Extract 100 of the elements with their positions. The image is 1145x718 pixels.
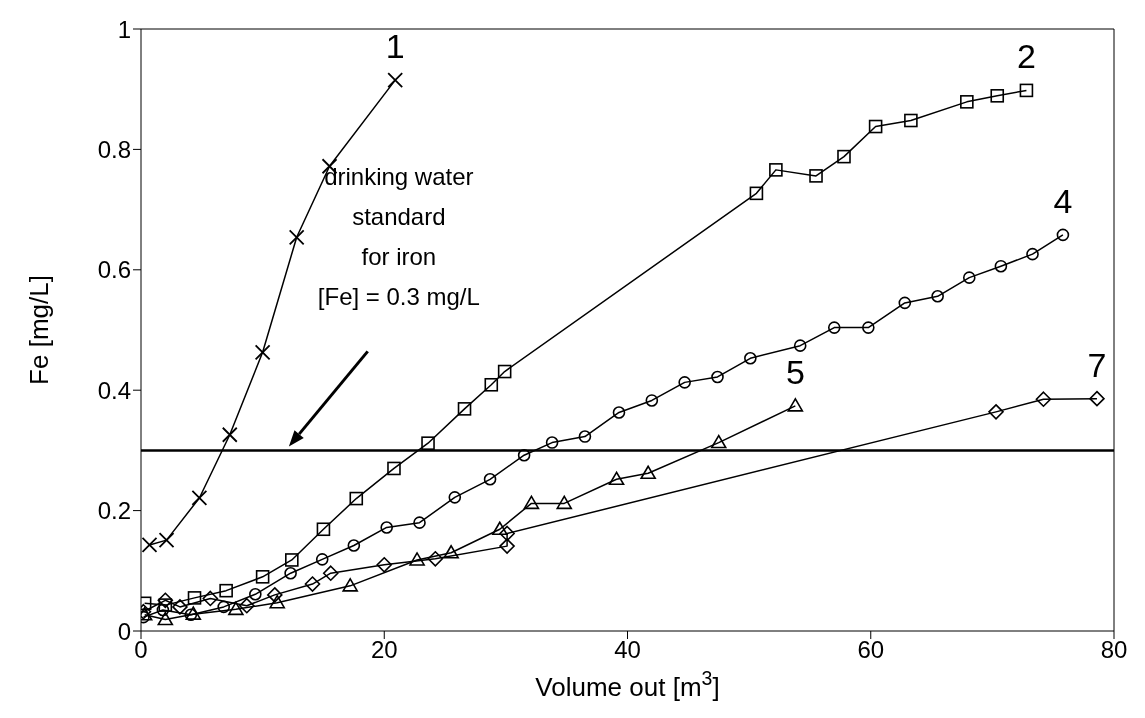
point [322,565,339,582]
point [304,576,321,592]
series-label: 1 [385,27,405,66]
x-tick-label: 0 [134,636,148,664]
point [988,404,1004,420]
point [809,169,823,183]
point [904,113,918,128]
point [1019,83,1034,98]
point [347,539,361,552]
point [187,591,202,605]
point [158,532,175,548]
x-tick-label: 80 [1100,636,1128,664]
point [710,434,727,449]
series-label: 2 [1016,37,1036,76]
point [156,603,170,617]
series-label: 5 [785,352,805,391]
y-axis-title: Fe [mg/L] [24,275,54,385]
point [578,430,592,443]
point [556,495,573,510]
point [678,376,691,389]
point [141,537,158,553]
point [158,598,173,612]
point [202,590,219,607]
point [376,556,393,573]
point [645,394,659,407]
x-tick-label: 40 [614,636,641,664]
x-tick-label: 60 [857,636,885,664]
point [457,402,472,416]
point [1026,247,1039,261]
point [962,271,976,284]
point [255,570,270,584]
point [898,296,912,310]
point [316,522,331,537]
point [185,606,202,620]
point [380,521,393,534]
point [931,289,944,303]
y-tick-label: 0 [117,617,131,645]
y-tick-label: 0.8 [97,135,131,163]
point [191,490,208,506]
point [711,370,724,384]
annotation: drinking water standard for iron [Fe] = 0.3 mg/L [317,163,480,311]
point [285,553,299,567]
y-tick-label: 0.2 [97,497,131,525]
point [315,553,329,566]
point [640,465,656,480]
series-label: 4 [1053,181,1073,220]
point [612,406,626,419]
point [443,544,459,559]
point [409,552,425,566]
point [157,592,174,609]
point [868,119,883,134]
point [499,525,515,542]
point [497,364,512,379]
point [990,89,1005,103]
point [523,495,540,510]
point [744,351,757,365]
point [413,516,426,529]
x-axis-title: Volume out [m$^{3}$] [535,667,720,702]
x-tick-label: 20 [370,636,398,664]
point [219,583,233,598]
point [172,599,188,615]
point [769,163,783,177]
point [827,321,841,334]
point [221,426,238,443]
point [545,436,559,449]
point [499,538,515,554]
point [1035,391,1052,408]
point [184,608,198,622]
point [342,578,358,592]
point [421,436,435,450]
point [157,611,174,626]
point [960,95,974,109]
point [217,600,231,614]
point [448,491,462,504]
point [254,344,271,361]
point [1089,390,1105,407]
point [427,550,444,567]
point [249,587,262,601]
point [387,461,401,476]
point [837,149,851,164]
point [793,339,807,352]
point [269,594,286,609]
point [491,521,508,536]
y-tick-label: 0.4 [97,376,131,404]
point [994,259,1008,273]
point [228,601,244,616]
point [387,72,404,89]
point [349,491,364,506]
point [862,321,875,334]
point [1056,228,1070,242]
point [284,566,297,580]
point [483,473,497,486]
point [239,597,255,614]
point [517,448,531,462]
point [749,186,764,201]
point [288,229,305,246]
point [787,398,804,412]
point [266,587,283,603]
y-tick-label: 0.6 [97,256,131,284]
point [484,377,499,392]
